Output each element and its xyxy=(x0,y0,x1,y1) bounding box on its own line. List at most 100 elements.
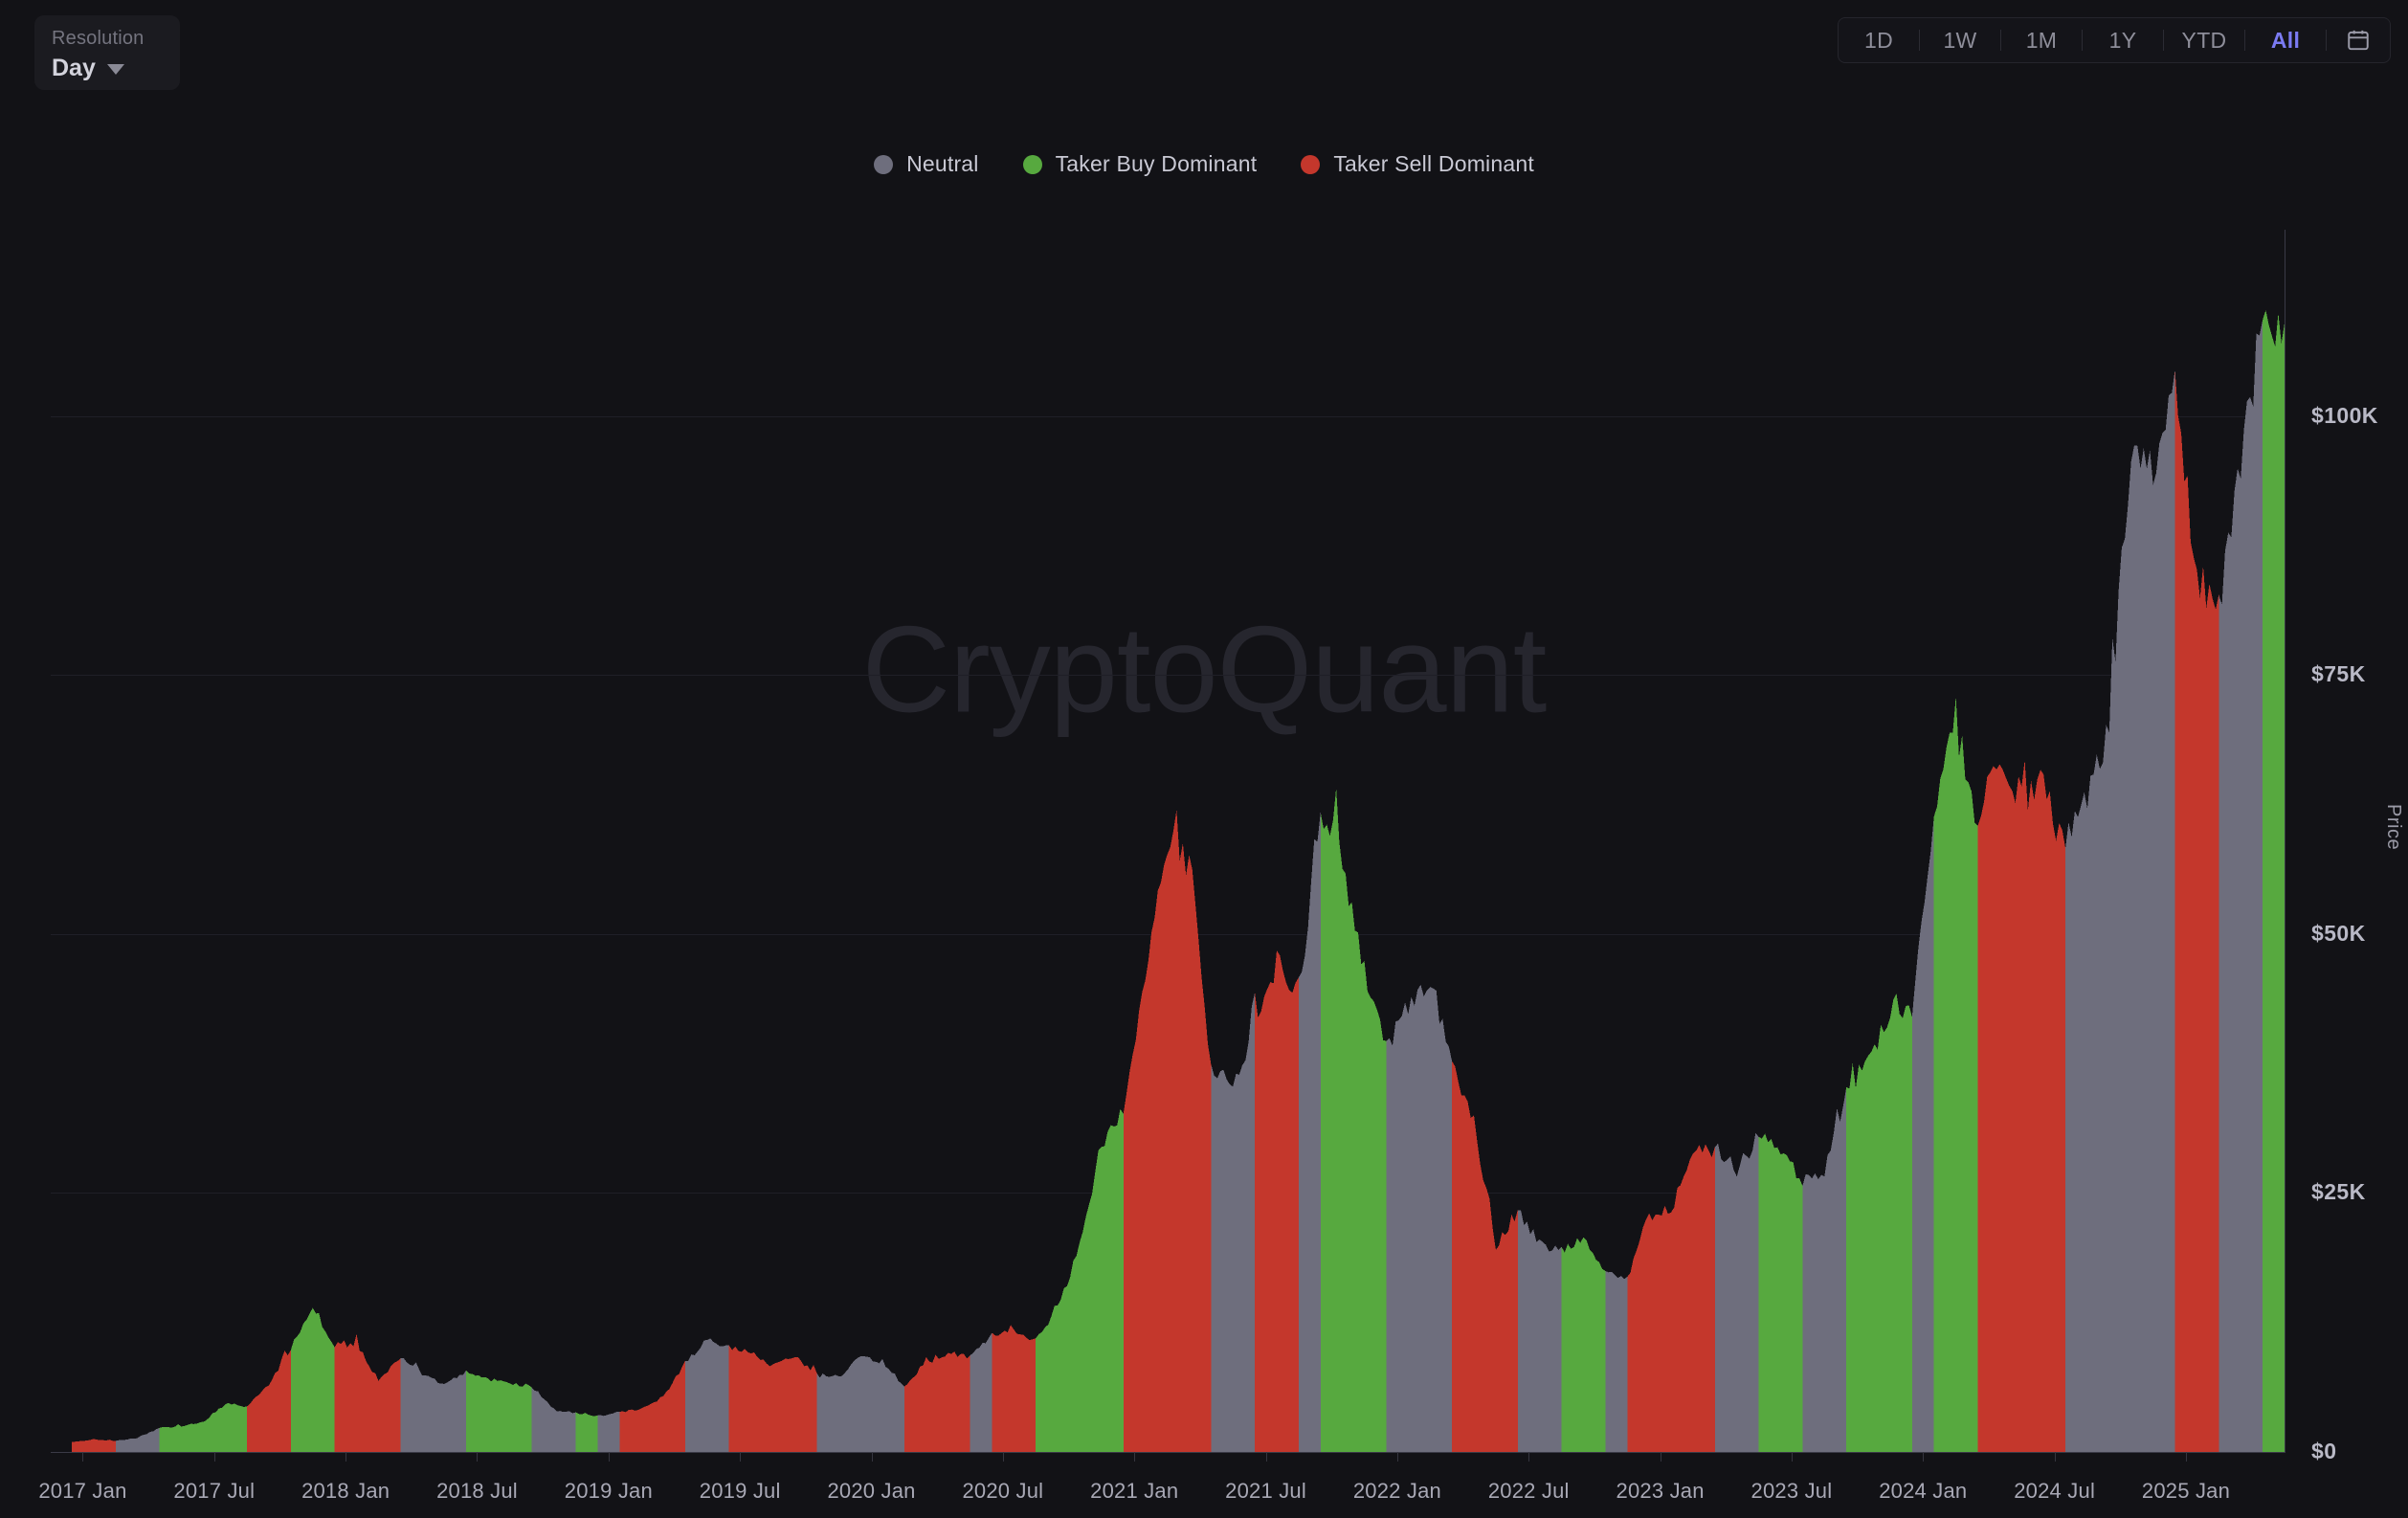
x-tick-mark xyxy=(608,1452,610,1462)
price-area-segment-sell xyxy=(1627,1144,1715,1452)
x-tick-label: 2021 Jul xyxy=(1225,1479,1306,1503)
x-tick-mark xyxy=(1528,1452,1530,1462)
time-range-selector[interactable]: 1D 1W 1M 1Y YTD All xyxy=(1838,17,2391,63)
x-tick-label: 2024 Jul xyxy=(2014,1479,2096,1503)
range-separator xyxy=(2163,30,2164,51)
gridline xyxy=(51,415,2285,417)
calendar-icon[interactable] xyxy=(2327,18,2390,62)
price-area-segment-buy xyxy=(466,1370,532,1452)
range-separator xyxy=(2082,30,2083,51)
price-area-segment-neutral xyxy=(115,1427,160,1452)
legend-dot-buy-icon xyxy=(1022,154,1042,174)
price-area-segment-buy xyxy=(159,1402,248,1452)
range-button-1d[interactable]: 1D xyxy=(1863,27,1893,53)
x-tick-label: 2017 Jul xyxy=(173,1479,256,1503)
price-area-segment-neutral xyxy=(531,1387,576,1452)
price-area-segment-neutral xyxy=(684,1338,729,1452)
price-area-segment-neutral xyxy=(597,1411,620,1452)
x-tick-mark xyxy=(1923,1452,1925,1462)
resolution-value: Day xyxy=(52,55,96,81)
price-area-segment-sell xyxy=(334,1333,401,1452)
price-area-segment-sell xyxy=(1255,950,1299,1452)
range-separator xyxy=(1919,30,1920,51)
x-tick-mark xyxy=(213,1452,215,1462)
price-area-segment-sell xyxy=(2174,368,2219,1453)
range-button-1m[interactable]: 1M xyxy=(2025,27,2058,53)
price-area-segment-neutral xyxy=(2065,368,2175,1453)
range-separator xyxy=(2244,30,2245,51)
price-area-segment-sell xyxy=(247,1350,291,1452)
x-tick-mark xyxy=(740,1452,742,1462)
legend-label: Neutral xyxy=(906,151,979,176)
price-area-segment-buy xyxy=(290,1307,335,1452)
price-area-segment-sell xyxy=(728,1345,817,1452)
price-area-segment-neutral xyxy=(1714,1132,1759,1452)
price-area-segment-sell xyxy=(992,1325,1037,1452)
x-tick-label: 2020 Jul xyxy=(962,1479,1044,1503)
resolution-value-row[interactable]: Day xyxy=(52,54,163,82)
range-button-all[interactable]: All xyxy=(2270,27,2301,53)
x-tick-label: 2022 Jul xyxy=(1487,1479,1570,1503)
cryptoquant-watermark: CryptoQuant xyxy=(861,601,1548,739)
x-tick-label: 2018 Jan xyxy=(301,1479,390,1503)
y-tick-label: $50K xyxy=(2311,920,2366,946)
price-area-segment-buy xyxy=(575,1412,598,1452)
price-area-segment-sell xyxy=(1123,810,1212,1452)
resolution-selector[interactable]: Resolution Day xyxy=(34,15,180,90)
price-area-segment-buy xyxy=(1036,1108,1124,1452)
legend-label: Taker Buy Dominant xyxy=(1055,151,1258,176)
legend-dot-neutral-icon xyxy=(874,154,894,174)
range-separator xyxy=(2326,30,2327,51)
x-tick-mark xyxy=(1265,1452,1267,1462)
y-axis-title: Price xyxy=(2383,804,2404,851)
x-tick-label: 2021 Jan xyxy=(1090,1479,1179,1503)
price-area-segment-buy xyxy=(1758,1133,1803,1452)
price-area-segment-neutral xyxy=(1802,1087,1847,1452)
x-tick-label: 2024 Jan xyxy=(1879,1479,1968,1503)
price-area-segment-neutral xyxy=(400,1357,467,1452)
x-tick-label: 2017 Jan xyxy=(38,1479,127,1503)
gridline xyxy=(51,675,2285,677)
y-tick-label: $25K xyxy=(2311,1179,2366,1205)
x-tick-mark xyxy=(82,1452,84,1462)
price-area-segment-buy xyxy=(2263,309,2285,1453)
x-tick-label: 2025 Jan xyxy=(2141,1479,2231,1503)
x-tick-mark xyxy=(1791,1452,1793,1462)
legend-label: Taker Sell Dominant xyxy=(1333,151,1534,176)
price-area-segment-sell xyxy=(1977,759,2066,1452)
price-area-segment-neutral xyxy=(1517,1210,1562,1452)
x-tick-label: 2022 Jan xyxy=(1352,1479,1441,1503)
x-tick-mark xyxy=(1002,1452,1004,1462)
range-button-ytd[interactable]: YTD xyxy=(2181,27,2227,53)
price-area-segment-sell xyxy=(1452,1060,1518,1452)
price-area-segment-neutral xyxy=(970,1332,992,1452)
x-tick-mark xyxy=(1134,1452,1136,1462)
price-area-segment-neutral xyxy=(1298,812,1321,1452)
legend-item-buy[interactable]: Taker Buy Dominant xyxy=(1022,151,1258,177)
price-area-segment-buy xyxy=(1320,788,1387,1452)
price-area-segment-neutral xyxy=(1386,984,1453,1452)
range-button-1y[interactable]: 1Y xyxy=(2108,27,2137,53)
price-area-segment-sell xyxy=(903,1351,970,1452)
price-area-segment-neutral xyxy=(1911,815,1934,1452)
y-tick-label: $0 xyxy=(2311,1439,2337,1463)
x-tick-label: 2019 Jul xyxy=(699,1479,781,1503)
price-area-segment-sell xyxy=(72,1439,116,1452)
chevron-down-icon xyxy=(106,64,124,75)
legend-item-neutral[interactable]: Neutral xyxy=(874,151,979,177)
x-tick-label: 2019 Jan xyxy=(564,1479,653,1503)
legend-item-sell[interactable]: Taker Sell Dominant xyxy=(1301,151,1534,177)
x-tick-mark xyxy=(1396,1452,1398,1462)
price-area-segment-sell xyxy=(619,1360,685,1452)
price-area-segment-neutral xyxy=(816,1355,904,1452)
x-axis-line xyxy=(51,1452,2285,1453)
chart-legend: Neutral Taker Buy Dominant Taker Sell Domi… xyxy=(0,151,2408,177)
resolution-label: Resolution xyxy=(52,28,145,49)
x-tick-mark xyxy=(871,1452,873,1462)
x-tick-mark xyxy=(2054,1452,2056,1462)
range-button-1w[interactable]: 1W xyxy=(1943,27,1977,53)
price-area-segment-buy xyxy=(1846,993,1912,1452)
x-tick-label: 2023 Jan xyxy=(1616,1479,1705,1503)
